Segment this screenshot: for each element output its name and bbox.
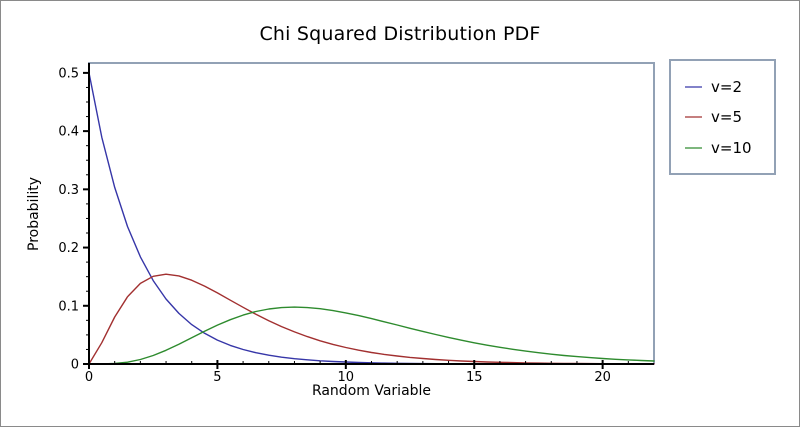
curve-v2 [88,72,655,365]
y-tick-label: 0.1 [58,299,79,314]
x-tick-label: 10 [338,370,355,385]
y-tick-label: 0.4 [58,125,79,140]
curve-v10 [88,306,655,365]
legend-item: v=5 [685,108,772,126]
y-tick-label: 0.3 [58,183,79,198]
chart-title: Chi Squared Distribution PDF [259,23,541,45]
x-tick-label: 15 [466,370,483,385]
legend-item: v=2 [685,78,772,96]
x-tick-label: 20 [594,370,611,385]
legend-label: v=2 [711,77,742,96]
legend-item: v=10 [685,139,772,157]
y-tick-label: 0.2 [58,241,79,256]
y-axis-label: Probability [26,176,42,252]
y-tick-label: 0 [71,358,79,373]
y-tick-label: 0.5 [58,66,79,81]
legend-label: v=10 [711,138,752,157]
legend-line-swatch [685,85,702,88]
legend: v=2 v=5 v=10 [669,59,776,175]
x-tick-label: 5 [213,370,221,385]
legend-label: v=5 [711,108,742,126]
legend-line-swatch [685,116,702,118]
legend-line-swatch [685,146,702,149]
x-tick-label: 0 [85,370,93,385]
plot-frame [88,62,655,364]
x-axis-label: Random Variable [311,383,432,399]
